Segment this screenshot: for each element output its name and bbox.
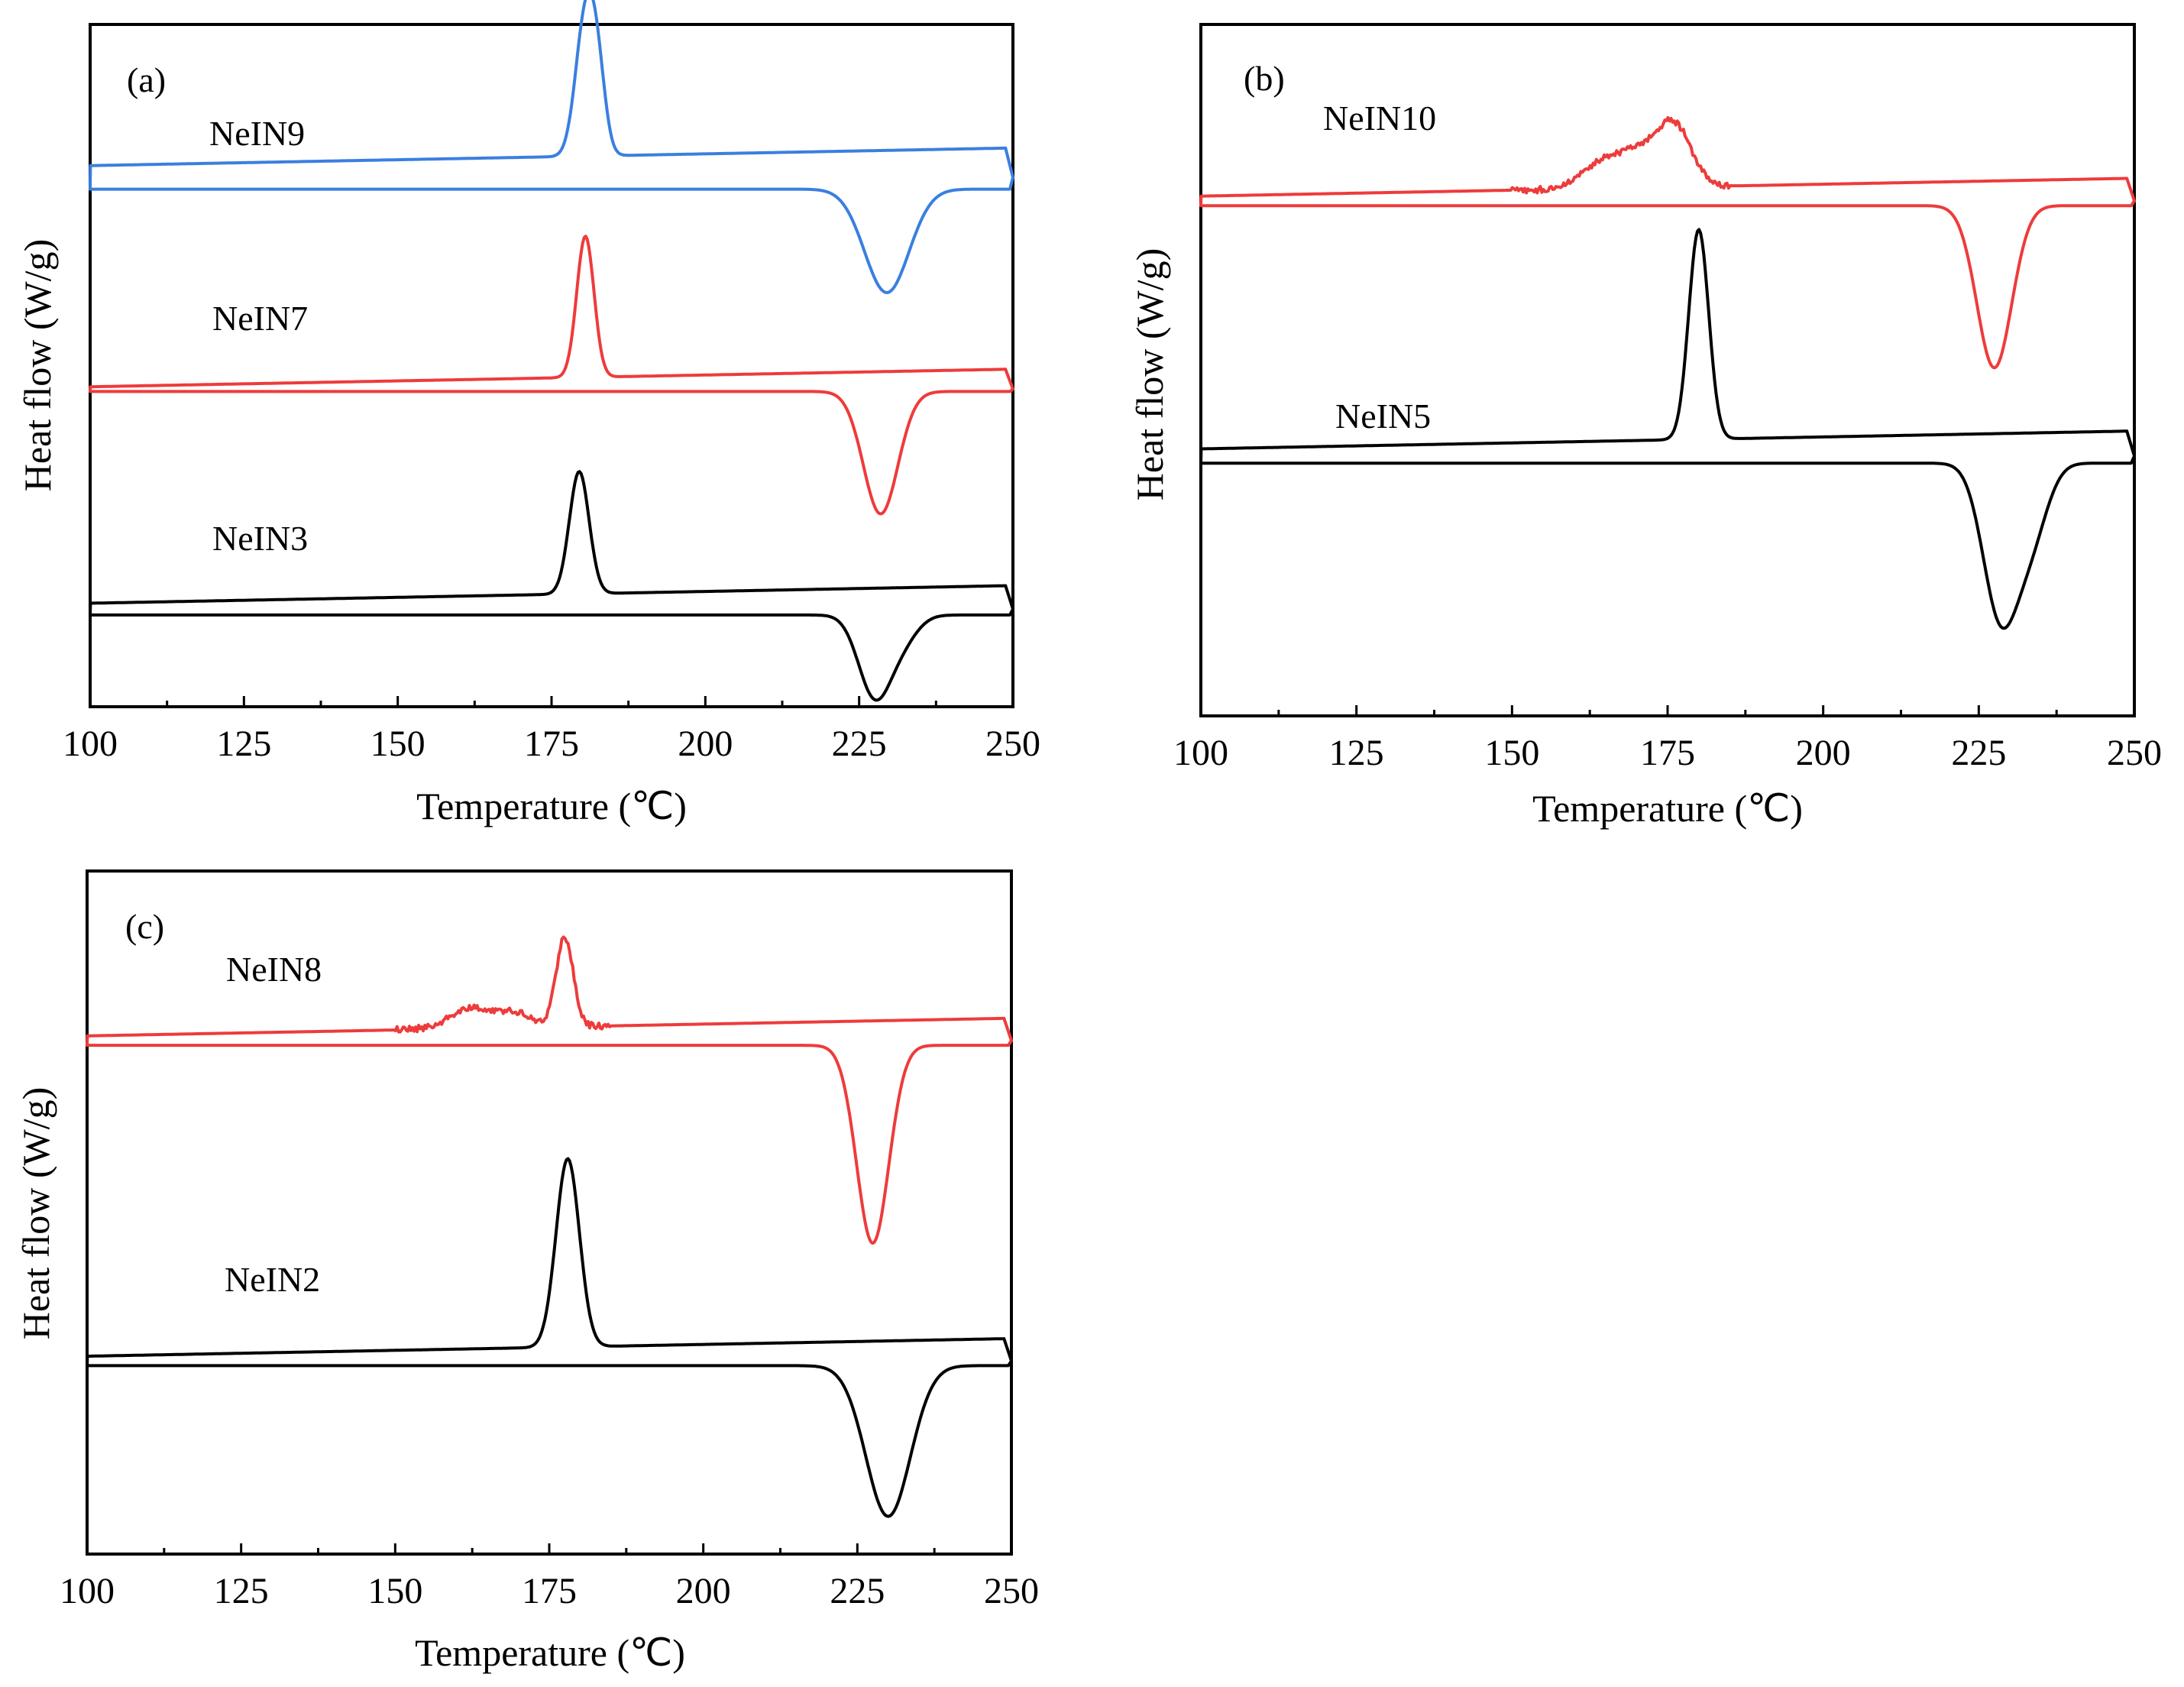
- panel-a-xlabel: Temperature (℃): [416, 785, 687, 827]
- panel-a-curve-nein9: [89, 0, 1014, 294]
- panel-c-xticks: 100 125 150 175 200 225 250: [60, 1543, 1039, 1611]
- panel-c-tag: (c): [125, 907, 164, 946]
- panel-c-xtick-label: 225: [830, 1571, 885, 1611]
- panel-a-xtick-label: 125: [216, 724, 271, 764]
- panel-b-tag: (b): [1244, 59, 1285, 98]
- panel-b-xtick-label: 250: [2107, 733, 2162, 773]
- panel-c-label-nein8: NeIN8: [226, 950, 322, 989]
- panel-b-label-nein10: NeIN10: [1323, 99, 1436, 138]
- panel-c-ylabel: Heat flow (W/g): [15, 1087, 57, 1339]
- panel-c-xtick-label: 100: [60, 1571, 115, 1611]
- panel-b-xticks: 100 125 150 175 200 225 250: [1173, 705, 2162, 773]
- panel-a-xtick-label: 175: [524, 724, 579, 764]
- panel-a: (a) Heat flow (W/g) Temperature (℃) NeIN…: [16, 0, 1040, 827]
- panel-c-xtick-label: 125: [214, 1571, 269, 1611]
- panel-a-xtick-label: 150: [370, 724, 425, 764]
- panel-a-xtick-label: 200: [678, 724, 733, 764]
- panel-b-xlabel: Temperature (℃): [1532, 787, 1803, 830]
- panel-b-xtick-label: 125: [1329, 733, 1384, 773]
- panel-b-xtick-label: 225: [1951, 733, 2006, 773]
- panel-b-xtick-label: 175: [1640, 733, 1695, 773]
- panel-a-curve-nein3: [89, 470, 1014, 702]
- panel-c-xtick-label: 150: [367, 1571, 422, 1611]
- panel-a-label-nein3: NeIN3: [212, 519, 308, 558]
- panel-b-xtick-label: 150: [1484, 733, 1539, 773]
- panel-a-curves: [89, 0, 1014, 702]
- panel-b-label-nein5: NeIN5: [1335, 397, 1431, 436]
- panel-a-curve-nein7: [89, 235, 1014, 516]
- panel-a-xtick-label: 225: [832, 724, 887, 764]
- panel-c-xtick-label: 250: [984, 1571, 1039, 1611]
- panel-b: (b) Heat flow (W/g) Temperature (℃) NeIN…: [1128, 23, 2162, 830]
- panel-c-curves: [86, 935, 1013, 1518]
- panel-c-xtick-label: 200: [676, 1571, 731, 1611]
- panel-b-curves: [1199, 116, 2136, 630]
- panel-a-label-nein9: NeIN9: [209, 114, 305, 153]
- panel-b-xtick-label: 100: [1173, 733, 1228, 773]
- panel-a-tag: (a): [127, 60, 166, 99]
- panel-c: (c) Heat flow (W/g) Temperature (℃) NeIN…: [15, 869, 1039, 1674]
- panel-a-xtick-label: 100: [63, 724, 118, 764]
- panel-a-xtick-label: 250: [985, 724, 1040, 764]
- panel-b-xtick-label: 200: [1796, 733, 1851, 773]
- panel-c-label-nein2: NeIN2: [225, 1260, 320, 1299]
- panel-b-curve-nein5: [1199, 228, 2136, 630]
- panel-c-xtick-label: 175: [522, 1571, 577, 1611]
- panel-c-curve-nein2: [86, 1157, 1013, 1518]
- panel-a-xticks: 100 125 150 175 200 225 250: [63, 696, 1040, 764]
- panel-b-ylabel: Heat flow (W/g): [1128, 248, 1171, 500]
- panel-c-curve-nein8: [86, 935, 1013, 1245]
- panel-c-xlabel: Temperature (℃): [415, 1631, 685, 1674]
- panel-a-ylabel: Heat flow (W/g): [16, 239, 59, 491]
- panel-b-curve-nein10: [1199, 116, 2136, 370]
- panel-a-label-nein7: NeIN7: [212, 299, 308, 338]
